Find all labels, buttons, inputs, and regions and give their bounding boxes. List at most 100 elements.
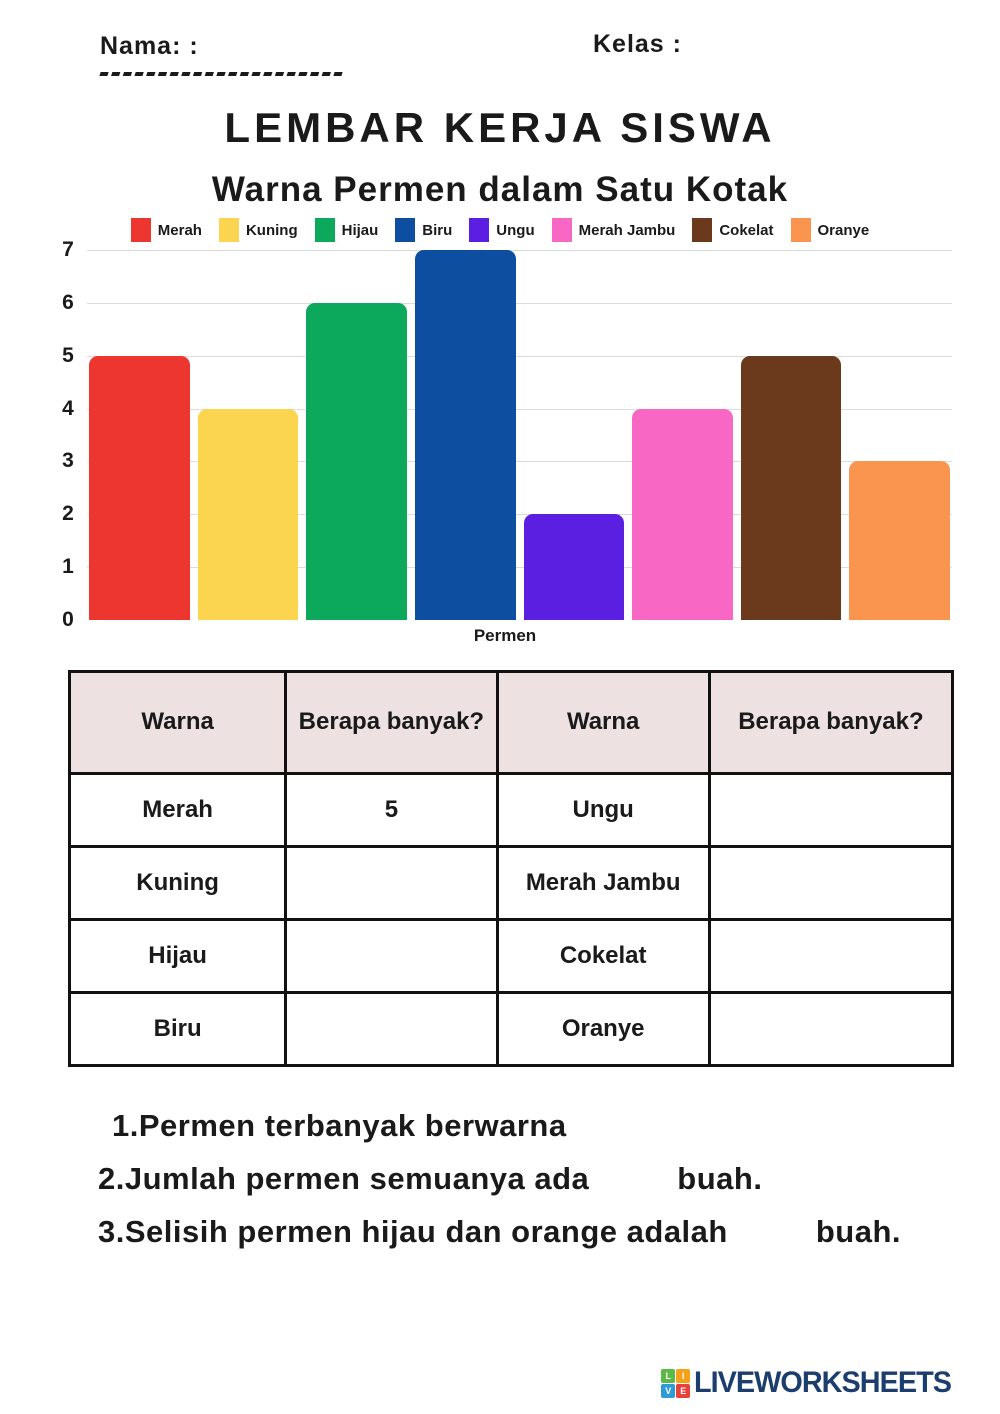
- answer-cell-r2c1[interactable]: [284, 918, 499, 994]
- answer-cell-r1c3[interactable]: [707, 845, 955, 921]
- gridline-3: [87, 461, 952, 463]
- bar-merah-jambu: [632, 408, 733, 620]
- table-header-0: Warna: [67, 670, 288, 775]
- gridline-7: [87, 250, 952, 251]
- color-cell-biru: Biru: [67, 991, 288, 1067]
- legend-swatch-hijau: [314, 218, 335, 242]
- legend-item-ungu: Ungu: [469, 218, 535, 242]
- table-row: Merah 5 Ungu: [67, 772, 955, 848]
- logo-tile-i: I: [676, 1368, 691, 1383]
- answer-cell-r2c3[interactable]: [707, 918, 955, 994]
- legend-swatch-biru: [395, 218, 416, 242]
- y-tick-3: 3: [62, 449, 74, 473]
- legend-item-merah-jambu: Merah Jambu: [551, 218, 676, 242]
- bar-chart: 0 1 2 3 4 5 6 7: [55, 238, 955, 631]
- gridline-6: [87, 302, 952, 304]
- y-tick-0: 0: [62, 608, 74, 631]
- color-cell-merah-jambu: Merah Jambu: [495, 845, 711, 921]
- legend-swatch-ungu: [469, 218, 490, 242]
- bar-oranye: [849, 461, 950, 620]
- chart-legend: Merah Kuning Hijau Biru Ungu Merah Jambu Cokel…: [0, 218, 1000, 242]
- table-header-row: Warna Berapa banyak? Warna Berapa banyak?: [67, 670, 955, 775]
- logo-tile-v: V: [661, 1383, 676, 1398]
- question-2: 2.Jumlah permen semuanya ada buah.: [98, 1161, 901, 1197]
- nama-fill-line[interactable]: [99, 72, 343, 76]
- bars: [89, 250, 950, 620]
- legend-swatch-merah: [130, 218, 151, 242]
- table-header-3: Berapa banyak?: [707, 670, 955, 775]
- legend-label: Ungu: [496, 221, 535, 239]
- legend-swatch-kuning: [218, 218, 239, 242]
- y-tick-6: 6: [62, 290, 74, 314]
- color-cell-merah: Merah: [67, 772, 288, 848]
- bar-merah: [89, 355, 190, 620]
- question-3: 3.Selisih permen hijau dan orange adalah…: [98, 1214, 901, 1250]
- x-axis-label: Permen: [473, 626, 537, 645]
- bar-cokelat: [740, 355, 842, 620]
- logo-tile-e: E: [676, 1383, 691, 1398]
- y-tick-2: 2: [62, 502, 74, 526]
- table-header-1: Berapa banyak?: [284, 670, 499, 775]
- bar-kuning: [197, 408, 299, 620]
- legend-item-cokelat: Cokelat: [692, 218, 774, 242]
- nama-label: Nama: :: [100, 32, 199, 60]
- plot-area: [87, 250, 952, 620]
- answer-cell-r3c1[interactable]: [284, 991, 499, 1067]
- legend-item-hijau: Hijau: [314, 218, 379, 242]
- color-cell-ungu: Ungu: [495, 772, 711, 848]
- table-row: Kuning Merah Jambu: [67, 845, 955, 921]
- table-header-2: Warna: [495, 670, 711, 775]
- answer-cell-r0c3[interactable]: [707, 772, 955, 848]
- answer-table: Warna Berapa banyak? Warna Berapa banyak? M…: [67, 670, 955, 1067]
- question-text: 1.Permen terbanyak berwarna: [112, 1108, 567, 1143]
- legend-swatch-oranye: [790, 218, 811, 242]
- gridline-1: [87, 567, 952, 569]
- liveworksheets-logo-text: LIVEWORKSHEETS: [694, 1366, 952, 1399]
- bar-biru: [414, 250, 516, 620]
- color-cell-oranye: Oranye: [495, 991, 711, 1067]
- bar-hijau: [306, 302, 407, 620]
- legend-label: Oranye: [817, 221, 870, 239]
- question-text: 2.Jumlah permen semuanya ada: [98, 1161, 590, 1196]
- legend-swatch-cokelat: [692, 218, 713, 242]
- gridline-2: [87, 514, 952, 516]
- question-1: 1.Permen terbanyak berwarna: [112, 1108, 901, 1144]
- page-title: LEMBAR KERJA SISWA: [224, 104, 776, 151]
- color-cell-cokelat: Cokelat: [495, 918, 711, 994]
- answer-cell-r3c3[interactable]: [707, 991, 955, 1067]
- legend-label: Merah Jambu: [578, 221, 676, 239]
- question-suffix: buah.: [815, 1214, 902, 1249]
- gridline-5: [87, 355, 952, 357]
- question-text: 3.Selisih permen hijau dan orange adalah: [98, 1214, 728, 1249]
- legend-label: Kuning: [245, 221, 298, 239]
- legend-item-kuning: Kuning: [218, 218, 298, 242]
- legend-label: Merah: [157, 221, 202, 239]
- legend-label: Cokelat: [719, 221, 774, 239]
- gridline-4: [87, 408, 952, 410]
- answer-cell-r1c1[interactable]: [284, 845, 499, 921]
- table-row: Biru Oranye: [67, 991, 955, 1067]
- bar-ungu: [523, 514, 625, 620]
- y-tick-4: 4: [62, 396, 74, 420]
- legend-item-biru: Biru: [395, 218, 452, 242]
- kelas-label: Kelas :: [593, 30, 682, 58]
- chart-title: Warna Permen dalam Satu Kotak: [211, 170, 789, 209]
- color-cell-hijau: Hijau: [67, 918, 288, 994]
- y-tick-1: 1: [62, 555, 74, 579]
- answer-cell-r0c1: 5: [284, 772, 499, 848]
- logo-tile-l: L: [661, 1368, 676, 1383]
- legend-item-merah: Merah: [130, 218, 202, 242]
- color-cell-kuning: Kuning: [67, 845, 288, 921]
- legend-item-oranye: Oranye: [790, 218, 870, 242]
- y-tick-5: 5: [62, 343, 74, 367]
- questions: 1.Permen terbanyak berwarna 2.Jumlah perm…: [98, 1108, 901, 1267]
- question-suffix: buah.: [677, 1161, 763, 1196]
- y-tick-7: 7: [62, 238, 74, 261]
- legend-label: Hijau: [341, 221, 379, 239]
- legend-swatch-merah-jambu: [551, 218, 572, 242]
- legend-label: Biru: [422, 221, 453, 239]
- table-row: Hijau Cokelat: [67, 918, 955, 994]
